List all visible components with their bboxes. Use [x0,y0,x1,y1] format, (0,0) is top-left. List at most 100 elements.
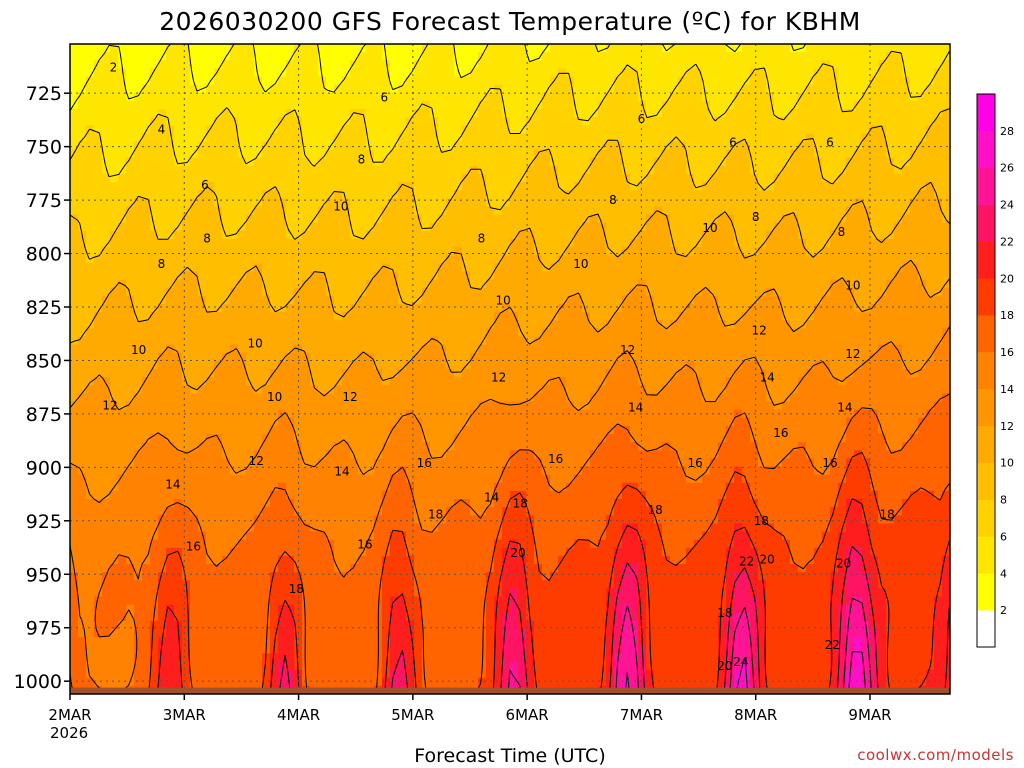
field-cell [134,580,143,589]
field-cell [166,44,175,53]
field-cell [214,401,223,411]
field-cell [350,287,359,297]
field-cell [470,482,479,492]
field-cell [214,222,223,232]
field-cell [166,182,175,191]
field-cell [150,76,159,86]
field-cell [446,230,455,240]
field-cell [102,344,111,354]
field-cell [406,109,415,118]
field-cell [126,507,135,516]
field-cell [126,117,135,126]
field-cell [246,425,255,435]
field-cell [286,344,295,354]
field-cell [86,523,95,533]
field-cell [382,157,391,167]
field-cell [126,295,135,305]
field-cell [374,499,383,508]
field-cell [310,117,319,126]
field-cell [446,564,455,573]
field-cell [446,661,455,671]
field-cell [238,669,247,679]
field-cell [126,620,135,630]
field-cell [350,425,359,435]
field-cell [470,572,479,581]
field-cell [334,360,343,370]
field-cell [518,523,527,533]
field-cell [254,222,263,232]
field-cell [286,637,295,646]
field-cell [518,547,527,557]
field-cell [86,141,95,151]
field-cell [414,645,423,654]
field-cell [158,629,167,638]
field-cell [454,109,463,118]
field-cell [422,255,431,264]
field-cell [150,304,159,313]
field-cell [542,92,551,102]
field-cell [78,531,87,541]
field-cell [238,450,247,459]
field-cell [438,458,447,468]
field-cell [270,190,279,199]
field-cell [406,279,415,289]
field-cell [86,68,95,78]
field-cell [438,588,447,598]
field-cell [246,190,255,199]
field-cell [510,344,519,354]
field-cell [142,44,151,53]
field-cell [150,206,159,216]
field-cell [502,125,511,134]
field-cell [374,165,383,175]
field-cell [390,133,399,143]
field-cell [342,442,351,451]
field-cell [430,515,439,524]
field-cell [414,133,423,143]
field-cell [294,141,303,151]
field-cell [518,320,527,329]
field-cell [238,279,247,289]
field-cell [550,68,559,78]
field-cell [414,295,423,305]
field-cell [86,393,95,403]
field-cell [566,214,575,224]
field-cell [566,125,575,134]
field-cell [406,287,415,297]
field-cell [174,255,183,264]
field-cell [334,100,343,110]
field-cell [542,206,551,216]
field-cell [334,466,343,476]
field-cell [494,295,503,305]
field-cell [310,474,319,484]
field-cell [374,377,383,386]
field-cell [446,369,455,378]
field-cell [566,312,575,321]
field-cell [390,174,399,183]
field-cell [126,352,135,362]
field-cell [398,515,407,524]
field-cell [150,214,159,224]
field-cell [94,60,103,69]
field-cell [158,499,167,508]
field-cell [470,320,479,329]
field-cell [414,596,423,606]
field-cell [198,44,207,53]
field-cell [382,572,391,581]
field-cell [566,198,575,208]
field-cell [382,198,391,208]
field-cell [494,637,503,646]
field-cell [294,596,303,606]
field-cell [214,677,223,687]
field-cell [446,344,455,354]
field-cell [470,629,479,638]
field-cell [438,133,447,143]
field-cell [350,458,359,468]
field-cell [206,295,215,305]
field-cell [310,401,319,411]
field-cell [470,661,479,671]
field-cell [318,596,327,606]
field-cell [302,653,311,663]
field-cell [78,125,87,134]
field-cell [390,336,399,346]
field-cell [262,669,271,679]
